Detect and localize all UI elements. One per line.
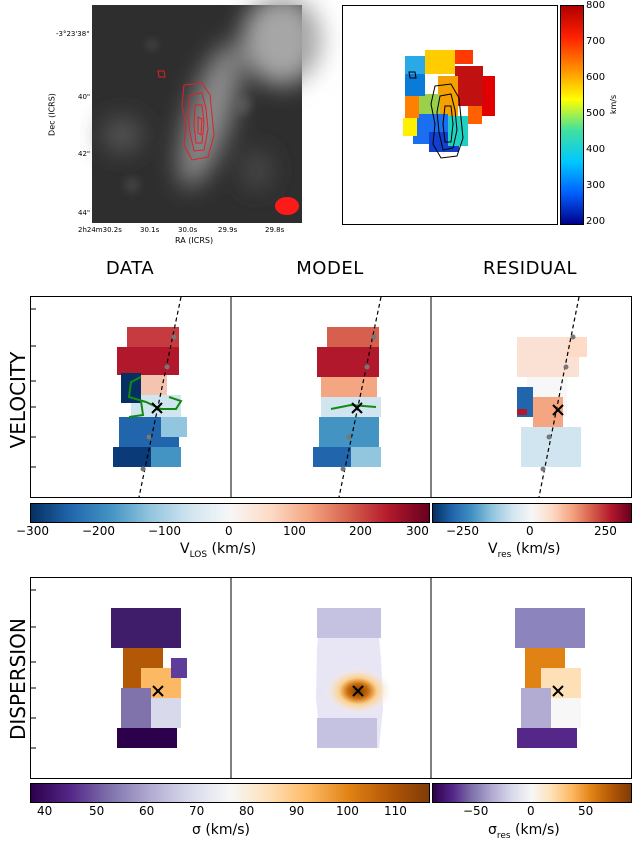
sigma-tick-7: 110 [384, 804, 407, 818]
rainbow-velocity-map [403, 50, 495, 159]
vlos-tick-4: 100 [283, 524, 306, 538]
dispersion-residual-map [515, 608, 585, 748]
ra-tick-2: 30.0s [178, 226, 198, 234]
sigma-colorbar [30, 783, 430, 803]
vres-tick-0: −250 [446, 524, 479, 538]
ra-tick-1: 30.1s [140, 226, 160, 234]
velocity-residual-map [517, 337, 587, 467]
rainbow-tick-500: 500 [586, 108, 606, 119]
sigma-tick-4: 80 [239, 804, 255, 818]
sigma-res-tick-1: 0 [527, 804, 535, 818]
beam-ellipse [275, 197, 299, 215]
dec-axis-label: Dec (ICRS) [47, 93, 57, 136]
greyscale-image [92, 0, 322, 223]
vres-tick-1: 0 [526, 524, 534, 538]
vlos-colorbar [30, 503, 430, 523]
rainbow-tick-700: 700 [586, 36, 606, 47]
dec-tick-0: -3°23'38" [56, 30, 90, 38]
center-marks [151, 402, 564, 416]
dispersion-data-map [111, 608, 187, 748]
rainbow-unit: km/s [609, 94, 619, 115]
dispersion-panels [30, 577, 632, 779]
column-data-title: DATA [105, 258, 155, 279]
ra-tick-3: 29.9s [218, 226, 238, 234]
row-velocity-label: VELOCITY [6, 351, 30, 449]
dispersion-maps [31, 578, 585, 778]
sigma-res-colorbar [432, 783, 632, 803]
dispersion-model-map [316, 608, 392, 748]
sigma-res-tick-0: −50 [463, 804, 489, 818]
dec-tick-1: 40" [78, 93, 91, 101]
row-dispersion-label: DISPERSION [6, 618, 30, 740]
ra-axis-label: RA (ICRS) [175, 236, 214, 245]
vlos-tick-3: 0 [225, 524, 233, 538]
dec-tick-3: 44" [78, 209, 91, 217]
sigma-tick-3: 70 [189, 804, 205, 818]
vres-tick-2: 250 [594, 524, 617, 538]
vres-colorbar [432, 503, 632, 523]
column-residual-title: RESIDUAL [483, 258, 577, 279]
vlos-tick-6: 300 [406, 524, 429, 538]
sigma-res-label: σres (km/s) [488, 822, 560, 841]
velocity-map-panel [342, 5, 558, 225]
ra-tick-0: 2h24m30.2s [78, 226, 122, 234]
column-model-title: MODEL [296, 258, 364, 279]
sigma-tick-2: 60 [139, 804, 155, 818]
rainbow-tick-800: 800 [586, 0, 606, 11]
vres-label: Vres (km/s) [488, 541, 561, 560]
sigma-tick-0: 40 [37, 804, 53, 818]
rainbow-tick-400: 400 [586, 144, 606, 155]
velocity-panels [30, 296, 632, 498]
dec-tick-2: 42" [78, 150, 91, 158]
velocity-model-map [313, 327, 381, 467]
sigma-res-tick-2: 50 [578, 804, 594, 818]
rainbow-tick-200: 200 [586, 216, 606, 227]
sigma-tick-6: 100 [336, 804, 359, 818]
velocity-data-map [113, 327, 187, 467]
vlos-tick-0: −300 [16, 524, 49, 538]
rainbow-tick-300: 300 [586, 180, 606, 191]
sigma-tick-5: 90 [289, 804, 305, 818]
black-contours [408, 71, 464, 159]
greyscale-image-panel [92, 0, 322, 223]
vlos-tick-5: 200 [349, 524, 372, 538]
velocity-maps [31, 296, 587, 498]
red-contours [157, 70, 215, 161]
vlos-tick-1: −200 [82, 524, 115, 538]
ra-tick-4: 29.8s [265, 226, 285, 234]
sigma-tick-1: 50 [89, 804, 105, 818]
vlos-tick-2: −100 [148, 524, 181, 538]
vlos-label: VLOS (km/s) [180, 541, 257, 560]
rainbow-tick-600: 600 [586, 72, 606, 83]
sigma-label: σ (km/s) [192, 822, 251, 838]
rainbow-colorbar [560, 5, 584, 225]
axis-markers [140, 334, 576, 472]
